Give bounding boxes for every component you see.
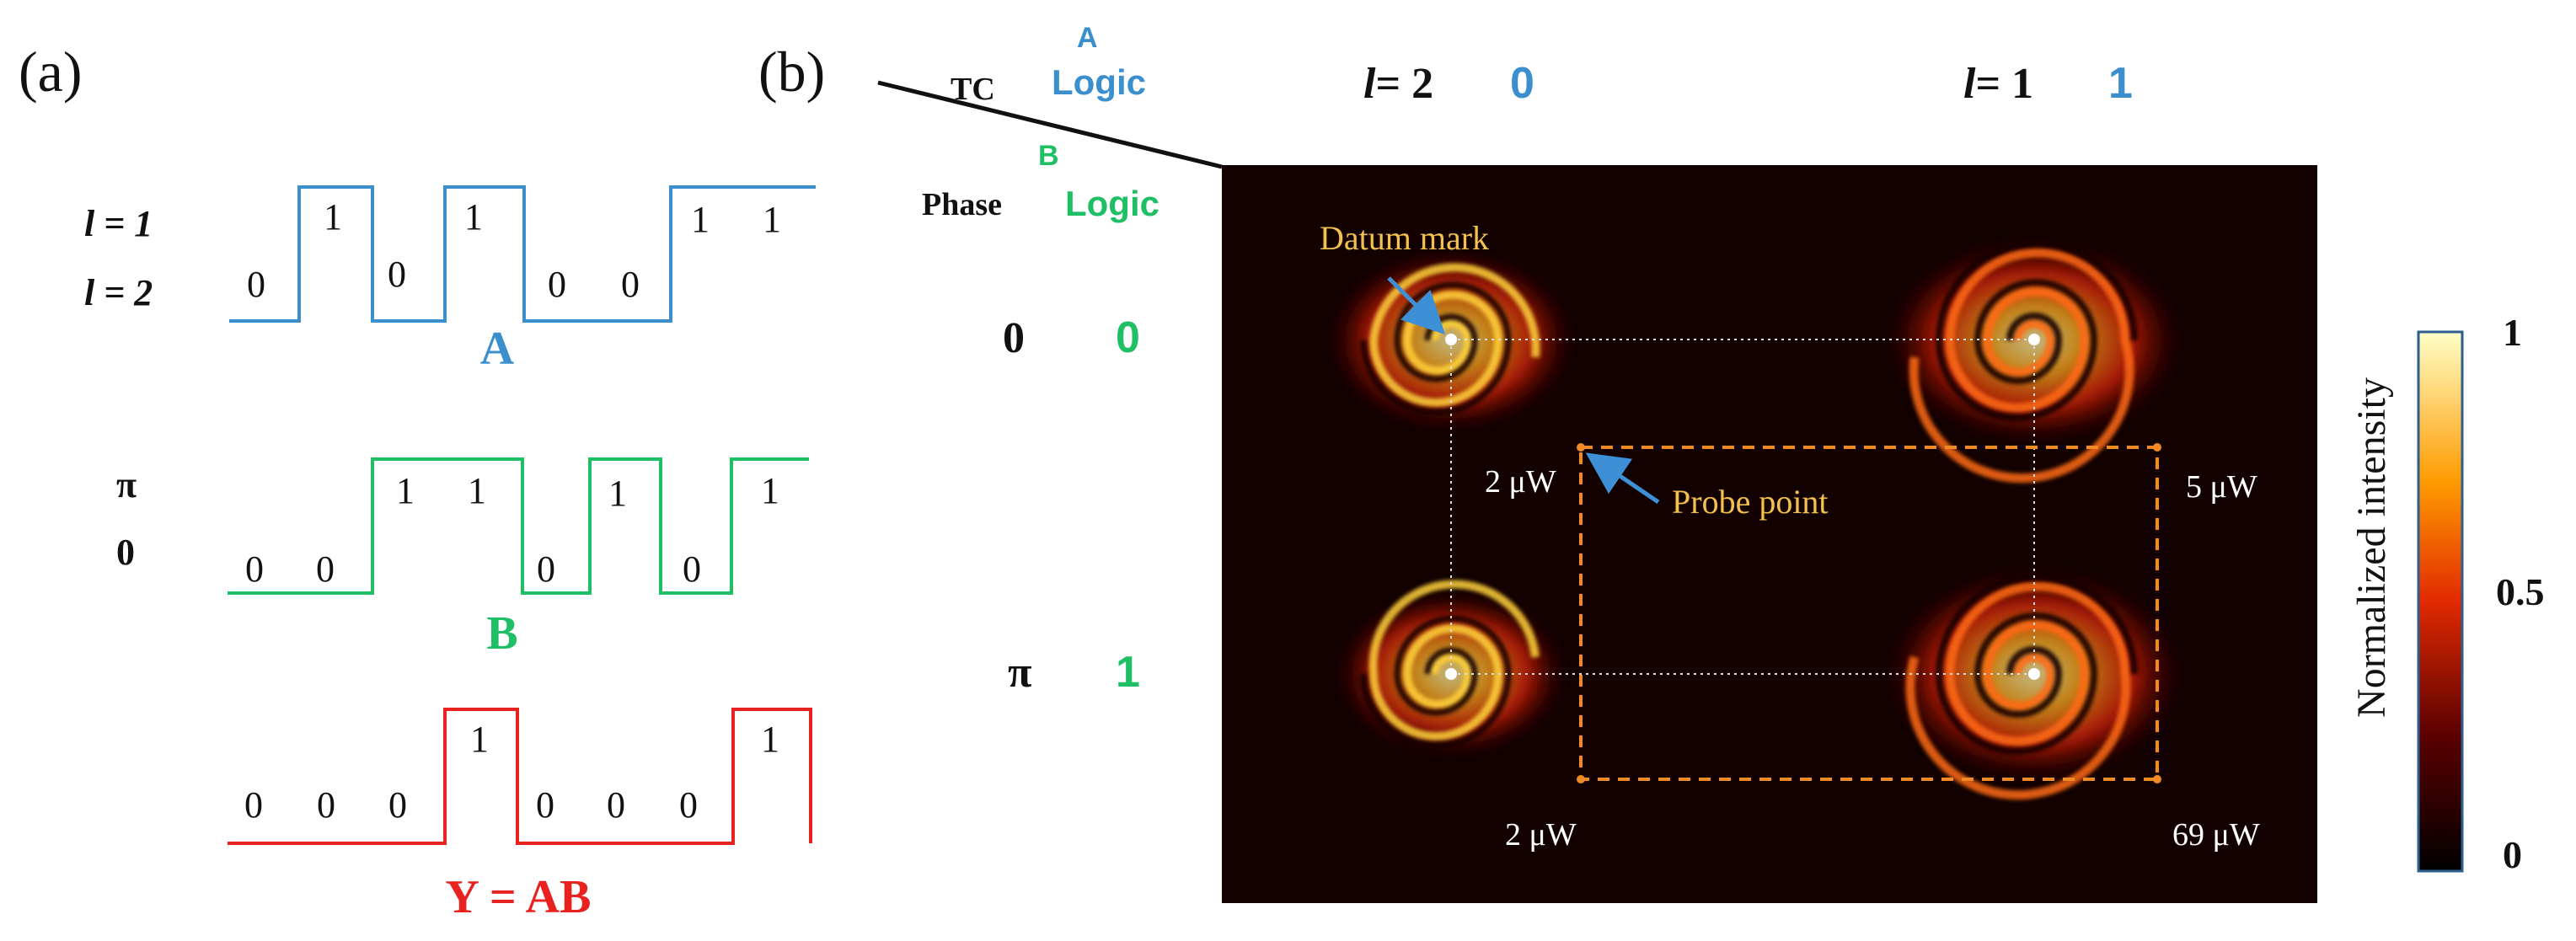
bit-a-7: 1 <box>691 199 710 240</box>
bit-a-4: 1 <box>464 196 483 238</box>
panel-a-label: (a) <box>19 40 82 104</box>
row1-phase: 0 <box>1003 314 1025 362</box>
row2-phase: π <box>1008 649 1032 697</box>
row-header-2: π 1 <box>1008 648 1140 697</box>
waveform-a-trace <box>229 185 816 323</box>
colorbar-gradient <box>2417 330 2464 873</box>
bit-y-8: 1 <box>761 719 779 760</box>
level-b-bottom: 0 <box>116 532 135 573</box>
panel-b-label: (b) <box>758 40 825 104</box>
col1-var: l <box>1363 60 1376 108</box>
alignment-lines <box>1450 339 2035 675</box>
power-top-right: 5 μW <box>2186 469 2257 505</box>
waveform-y: 0 0 0 1 0 0 0 1 Y = AB <box>228 708 812 923</box>
col2-tc: = 1 <box>1975 60 2033 108</box>
waveform-y-trace <box>228 708 812 845</box>
bit-y-1: 0 <box>244 784 263 826</box>
tc-label: TC <box>951 72 995 107</box>
col2-logic: 1 <box>2108 59 2133 108</box>
col1-logic: 0 <box>1510 59 1534 108</box>
bit-y-3: 0 <box>388 784 407 826</box>
bit-a-1: 0 <box>247 264 265 305</box>
col2-var: l <box>1963 60 1976 108</box>
bit-b-5: 0 <box>537 548 555 590</box>
colorbar: Normalized intensity 1 0.5 0 <box>2349 311 2545 876</box>
bit-a-5: 0 <box>548 264 566 305</box>
bit-y-6: 0 <box>607 784 625 826</box>
probe-point-label: Probe point <box>1672 483 1829 521</box>
bit-y-2: 0 <box>317 784 335 826</box>
b-logic-label: Logic <box>1065 184 1159 223</box>
level-a-bottom: l = 2 <box>84 272 153 313</box>
power-bottom-left: 2 μW <box>1505 817 1577 853</box>
column-header-1: l= 2 0 <box>1363 59 1534 108</box>
datum-points <box>1445 334 2040 680</box>
signal-b-name: B <box>486 607 517 660</box>
colorbar-tick-1: 1 <box>2503 311 2522 354</box>
header-divider <box>877 80 1223 169</box>
phase-label: Phase <box>922 187 1002 222</box>
bit-b-4: 1 <box>468 470 486 511</box>
row2-logic: 1 <box>1116 648 1140 697</box>
waveform-b: 0 0 1 1 0 1 0 1 B <box>228 457 809 660</box>
levels-b: π 0 <box>116 464 137 573</box>
intensity-image: Datum mark Probe point 2 μW 5 μW 2 μW 69… <box>1222 165 2317 903</box>
column-header-2: l= 1 1 <box>1963 59 2133 108</box>
svg-text:l= 2: l= 2 <box>1363 60 1433 108</box>
signal-y-name: Y = AB <box>446 871 592 923</box>
probe-arrow <box>1585 452 1660 505</box>
level-b-top: π <box>116 464 137 505</box>
waveform-b-trace <box>228 457 809 595</box>
bit-b-6: 1 <box>608 473 627 514</box>
bit-a-6: 0 <box>621 264 640 305</box>
signal-a-name: A <box>480 323 515 375</box>
bit-b-2: 0 <box>316 548 335 590</box>
power-bottom-right: 69 μW <box>2172 817 2260 853</box>
b-letter: B <box>1038 140 1059 172</box>
bit-b-8: 1 <box>761 470 779 511</box>
bit-a-3: 0 <box>388 254 406 295</box>
bit-a-2: 1 <box>324 196 342 238</box>
power-top-left: 2 μW <box>1485 464 1556 500</box>
row-header-1: 0 0 <box>1003 313 1140 362</box>
bit-b-7: 0 <box>683 548 701 590</box>
bit-y-4: 1 <box>470 719 489 760</box>
probe-corners <box>1577 443 2161 783</box>
col1-tc: = 2 <box>1375 60 1433 108</box>
bit-b-1: 0 <box>245 548 264 590</box>
svg-text:l= 1: l= 1 <box>1963 60 2033 108</box>
waveform-a: 0 1 0 1 0 0 1 1 A <box>229 185 816 375</box>
datum-mark-label: Datum mark <box>1320 219 1489 257</box>
bit-y-5: 0 <box>536 784 554 826</box>
colorbar-tick-0: 0 <box>2503 833 2522 876</box>
a-letter: A <box>1077 22 1098 54</box>
a-logic-label: Logic <box>1052 62 1146 102</box>
bit-a-8: 1 <box>763 199 781 240</box>
colorbar-label: Normalized intensity <box>2349 377 2394 718</box>
levels-a: l = 1 l = 2 <box>84 203 153 313</box>
bit-b-3: 1 <box>396 470 415 511</box>
row1-logic: 0 <box>1116 313 1140 362</box>
level-a-top: l = 1 <box>84 203 153 244</box>
bit-y-7: 0 <box>679 784 698 826</box>
datum-arrow <box>1387 276 1446 335</box>
probe-box <box>1579 446 2159 781</box>
colorbar-tick-05: 0.5 <box>2496 570 2545 613</box>
